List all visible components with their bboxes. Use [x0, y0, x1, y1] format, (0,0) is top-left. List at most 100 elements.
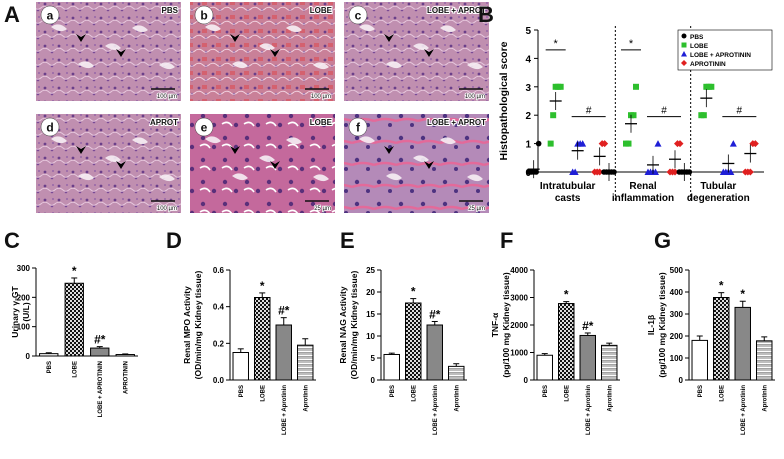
bar-3 — [297, 344, 314, 381]
point-aprotinin — [751, 140, 759, 148]
point-lobe — [630, 112, 637, 119]
scale-label: 100 µm — [311, 94, 331, 100]
tubule-lumen — [386, 173, 402, 181]
significance-mark: # — [586, 106, 592, 117]
arrowhead-marker — [270, 49, 280, 57]
point-lobe-aprotinin — [727, 168, 735, 175]
panel-letter-f: F — [500, 228, 513, 253]
tubule-lumen — [205, 24, 221, 32]
category-label: PBS — [698, 385, 704, 397]
y-tick-label: 1000 — [510, 349, 528, 358]
tubule-lumen — [313, 174, 329, 182]
significance-mark: #* — [582, 319, 594, 333]
arrowhead-marker — [424, 161, 434, 169]
point-aprotinin — [601, 140, 609, 148]
bar-1 — [64, 282, 84, 357]
tubule-lumen — [386, 61, 402, 69]
significance-mark: * — [554, 38, 559, 50]
point-aprotinin — [676, 140, 684, 148]
point-aprotinin — [746, 168, 754, 176]
point-lobe — [547, 140, 554, 147]
tubule-lumen — [359, 136, 375, 144]
panel-f-chart: 0 1000 2000 3000 4000 TNF-α (pg/100 mg Kidney … — [490, 266, 620, 435]
category-label: PBS — [239, 385, 245, 397]
tubule-lumen — [105, 155, 121, 163]
y-tick-label: 2000 — [510, 321, 528, 330]
arrowhead-marker — [424, 49, 434, 57]
bar-0 — [383, 353, 400, 381]
panel-letter-e: E — [340, 228, 355, 253]
bar-1 — [405, 302, 422, 381]
histology-panel: a PBS 100 µm b LOBE 100 µm c LOBE + APROT 100 µm… — [36, 2, 489, 213]
bar-0 — [39, 353, 59, 357]
bar-2 — [426, 324, 443, 381]
legend-marker-triangle — [681, 51, 687, 57]
scale-label: 25 µm — [468, 206, 485, 212]
panel-e-chart: 0 5 10 15 20 25 Renal NAG Activity (OD/min/mg K… — [338, 266, 467, 435]
bar-1 — [713, 297, 730, 381]
tubule-lumen — [440, 137, 456, 145]
y-axis-label: Renal NAG Activity — [338, 286, 348, 363]
tile-letter-badge — [194, 5, 214, 25]
tissue-image — [190, 114, 335, 213]
tubule-lumen — [132, 137, 148, 145]
y-axis-label-units: (U/L) — [21, 302, 31, 322]
histology-tile-f: f LOBE + APROT 25 µm — [344, 114, 489, 213]
category-label: PBS — [543, 385, 549, 397]
panel-letter-b: B — [478, 2, 494, 27]
y-tick-label: 3000 — [510, 294, 528, 303]
panel-letter-g: G — [654, 228, 671, 253]
y-tick-label: 0 — [26, 352, 31, 361]
category-label: LOBE + APROTININ — [98, 361, 104, 417]
panel-b-chart: 012345Histopathological scoreIntratubula… — [498, 26, 773, 204]
point-lobe — [550, 112, 557, 119]
histology-tile-d: d APROT 100 µm — [36, 114, 181, 213]
tubule-lumen — [413, 43, 429, 51]
bar-0 — [232, 352, 249, 381]
tile-letter: f — [356, 121, 361, 135]
significance-mark: # — [661, 106, 667, 117]
significance-mark: * — [260, 279, 265, 293]
significance-mark: * — [719, 279, 724, 293]
bar-1 — [558, 303, 575, 381]
panel-letter-d: D — [166, 228, 182, 253]
scale-label: 100 µm — [157, 94, 177, 100]
point-lobe — [633, 83, 639, 90]
arrowhead-marker — [230, 146, 240, 154]
tile-letter-badge — [194, 117, 214, 137]
bar-2 — [90, 347, 110, 357]
tile-title: LOBE — [310, 118, 333, 127]
y-tick-label: 400 — [670, 288, 684, 297]
significance-mark: * — [740, 287, 745, 301]
point-lobe-aprotinin — [654, 140, 662, 147]
legend-box — [677, 29, 773, 71]
tubule-lumen — [467, 62, 483, 70]
tubule-lumen — [232, 173, 248, 181]
legend-marker-diamond — [681, 60, 687, 66]
y-tick-label: 3 — [525, 83, 531, 94]
arrowhead-marker — [230, 34, 240, 42]
point-pbs — [533, 169, 539, 175]
tubule-lumen — [286, 25, 302, 33]
tile-letter: b — [200, 9, 207, 23]
tile-letter-badge — [348, 117, 368, 137]
y-tick-label: 4000 — [510, 266, 528, 275]
tubule-lumen — [132, 25, 148, 33]
legend-entry: LOBE — [690, 43, 709, 50]
y-tick-label: 200 — [670, 332, 684, 341]
significance-mark: * — [72, 264, 77, 278]
legend-entry: PBS — [690, 34, 704, 41]
point-lobe-aprotinin — [652, 168, 659, 175]
y-tick-label: 10 — [366, 332, 375, 341]
significance-mark: * — [411, 285, 416, 299]
legend-marker-circle — [681, 33, 687, 39]
bar-3 — [448, 365, 465, 381]
tile-letter: c — [355, 9, 362, 23]
category-label: LOBE — [564, 385, 570, 402]
y-axis-label-units: (OD/min/mg Kidney tissue) — [349, 271, 359, 380]
panel-g-chart: 0 100 200 300 400 500 IL-1β (pg/100 mg Kidney t… — [646, 266, 775, 435]
legend: PBS LOBE LOBE + APROTININ APROTININ — [677, 29, 773, 71]
point-pbs — [535, 140, 542, 147]
tubule-lumen — [78, 173, 94, 181]
